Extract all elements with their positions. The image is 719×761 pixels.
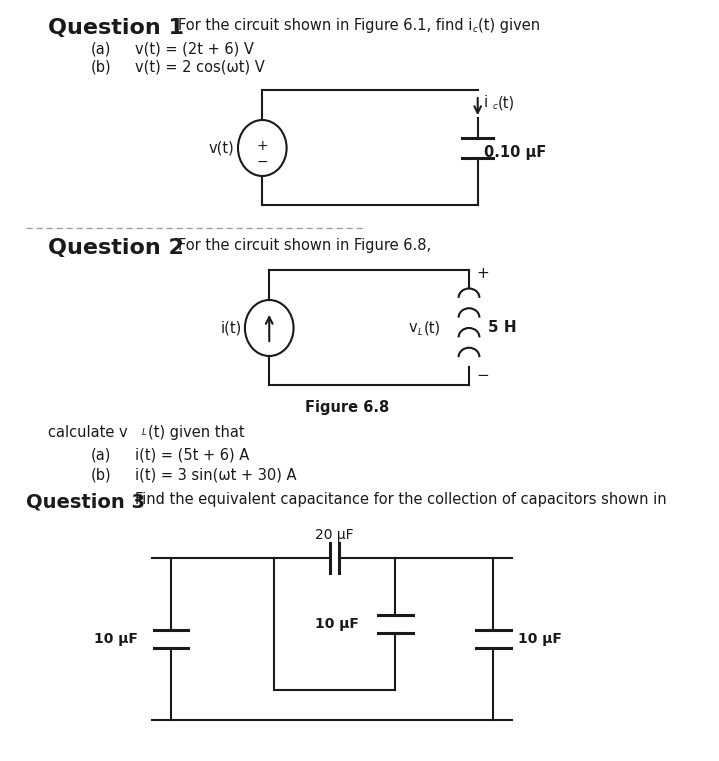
Text: 10 μF: 10 μF bbox=[315, 617, 359, 631]
Text: calculate v: calculate v bbox=[47, 425, 127, 440]
Text: (a): (a) bbox=[91, 448, 111, 463]
Text: $_c$: $_c$ bbox=[472, 22, 478, 35]
Text: 0.10 μF: 0.10 μF bbox=[484, 145, 546, 160]
Text: i(t): i(t) bbox=[220, 320, 242, 336]
Text: (b): (b) bbox=[91, 468, 112, 483]
Text: Find the equivalent capacitance for the collection of capacitors shown in: Find the equivalent capacitance for the … bbox=[134, 492, 667, 507]
Text: $_L$: $_L$ bbox=[141, 425, 147, 438]
Text: −: − bbox=[257, 155, 268, 169]
Text: v(t): v(t) bbox=[209, 141, 234, 155]
Text: (t) given that: (t) given that bbox=[147, 425, 244, 440]
Text: For the circuit shown in Figure 6.1, find i: For the circuit shown in Figure 6.1, fin… bbox=[178, 18, 472, 33]
Text: Figure 6.8: Figure 6.8 bbox=[306, 400, 390, 415]
Text: (t): (t) bbox=[423, 320, 441, 336]
Text: i(t) = 3 sin(ωt + 30) A: i(t) = 3 sin(ωt + 30) A bbox=[134, 468, 296, 483]
Text: v: v bbox=[408, 320, 417, 336]
Text: (t): (t) bbox=[498, 95, 515, 110]
Text: (b): (b) bbox=[91, 60, 112, 75]
Text: v(t) = (2t + 6) V: v(t) = (2t + 6) V bbox=[134, 42, 254, 57]
Text: 20 μF: 20 μF bbox=[315, 528, 354, 542]
Text: Question 3: Question 3 bbox=[26, 492, 145, 511]
Text: $_L$: $_L$ bbox=[417, 326, 423, 339]
Text: 10 μF: 10 μF bbox=[94, 632, 138, 646]
Text: 10 μF: 10 μF bbox=[518, 632, 562, 646]
Text: Question 2: Question 2 bbox=[47, 238, 183, 258]
Text: 5 H: 5 H bbox=[488, 320, 517, 336]
Text: For the circuit shown in Figure 6.8,: For the circuit shown in Figure 6.8, bbox=[178, 238, 431, 253]
Text: −: − bbox=[476, 368, 489, 383]
Text: i: i bbox=[484, 95, 488, 110]
Text: v(t) = 2 cos(ωt) V: v(t) = 2 cos(ωt) V bbox=[134, 60, 265, 75]
Text: +: + bbox=[476, 266, 489, 281]
Text: +: + bbox=[257, 139, 268, 153]
Text: Question 1: Question 1 bbox=[47, 18, 184, 38]
Text: (t) given: (t) given bbox=[477, 18, 540, 33]
Text: i(t) = (5t + 6) A: i(t) = (5t + 6) A bbox=[134, 448, 249, 463]
Text: (a): (a) bbox=[91, 42, 111, 57]
Text: $_c$: $_c$ bbox=[493, 99, 499, 112]
